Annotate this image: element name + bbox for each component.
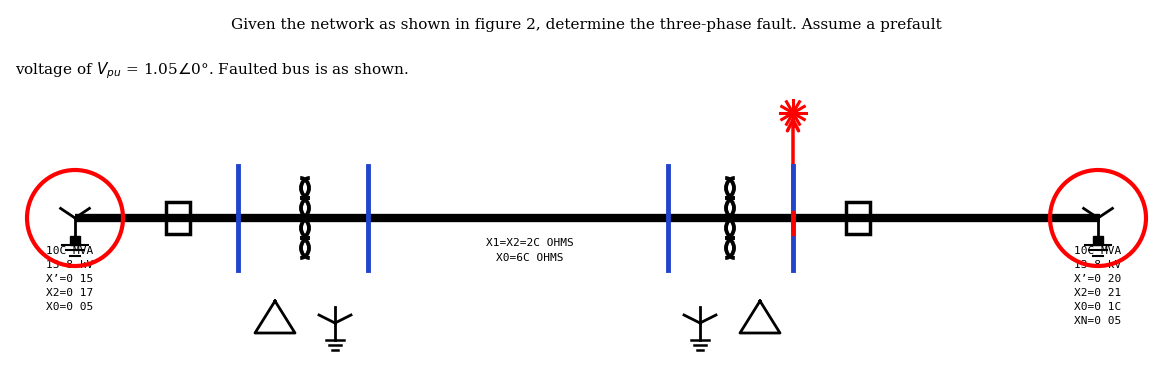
Text: X’=0 20: X’=0 20 bbox=[1074, 274, 1121, 284]
Text: X1=X2=2C OHMS: X1=X2=2C OHMS bbox=[486, 238, 574, 248]
Text: X’=0 15: X’=0 15 bbox=[47, 274, 94, 284]
Bar bbox=[69, 236, 80, 245]
Text: Given the network as shown in figure 2, determine the three-phase fault. Assume : Given the network as shown in figure 2, … bbox=[231, 18, 942, 32]
Text: voltage of $V_{pu}$ = 1.05$\angle$0°. Faulted bus is as shown.: voltage of $V_{pu}$ = 1.05$\angle$0°. Fa… bbox=[15, 60, 408, 81]
Text: 10C MVA: 10C MVA bbox=[1074, 246, 1121, 256]
Text: X0=0 1C: X0=0 1C bbox=[1074, 302, 1121, 312]
Text: X2=0 21: X2=0 21 bbox=[1074, 288, 1121, 298]
Text: X0=6C OHMS: X0=6C OHMS bbox=[496, 253, 564, 263]
Bar bbox=[846, 202, 870, 234]
Bar bbox=[167, 202, 190, 234]
Text: X0=0 05: X0=0 05 bbox=[47, 302, 94, 312]
Text: 13 8 kV: 13 8 kV bbox=[1074, 260, 1121, 270]
Text: 13 8 kV: 13 8 kV bbox=[47, 260, 94, 270]
Bar bbox=[1093, 236, 1104, 245]
Text: 10C MVA: 10C MVA bbox=[47, 246, 94, 256]
Text: XN=0 05: XN=0 05 bbox=[1074, 316, 1121, 326]
Text: X2=0 17: X2=0 17 bbox=[47, 288, 94, 298]
